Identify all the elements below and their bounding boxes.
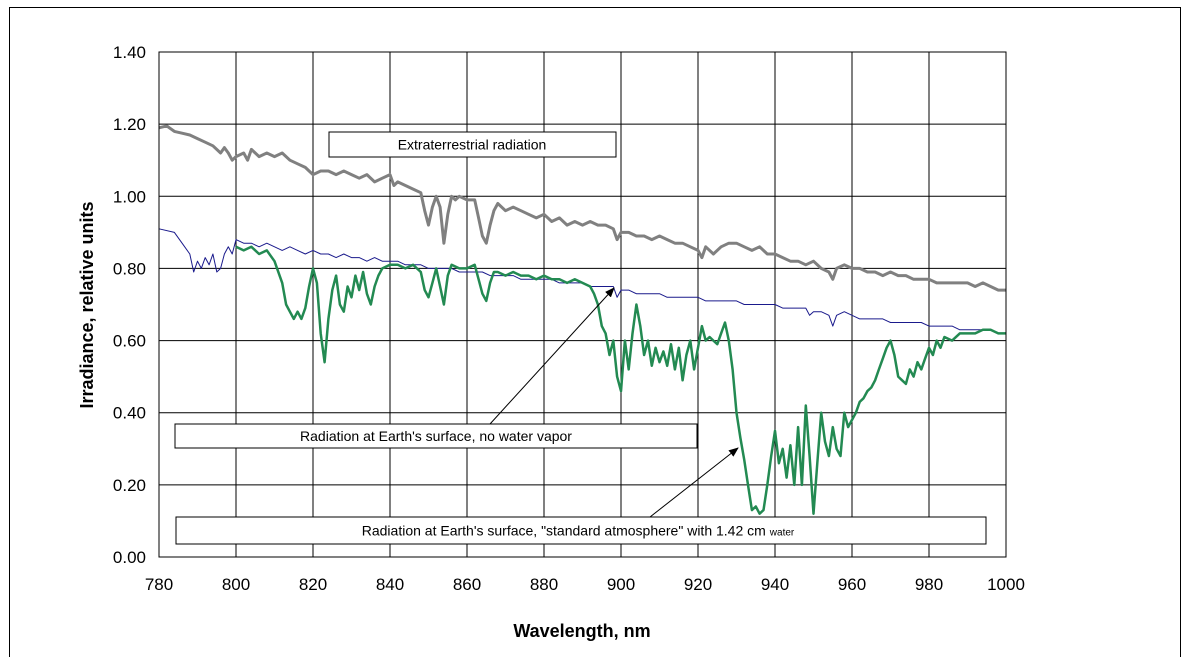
annotation-standard-atmosphere-main: Radiation at Earth's surface, "standard … bbox=[362, 523, 766, 539]
arrow-standard-atmosphere bbox=[649, 447, 739, 518]
y-axis-title: Irradiance, relative units bbox=[77, 201, 97, 408]
x-tick-label: 800 bbox=[222, 575, 250, 594]
annotation-extraterrestrial: Extraterrestrial radiation bbox=[328, 131, 617, 158]
series-layer bbox=[158, 124, 1006, 515]
x-tick-label: 880 bbox=[530, 575, 558, 594]
series-line-standard-atmosphere bbox=[235, 245, 1006, 515]
series-line-extraterrestrial bbox=[158, 124, 1006, 292]
x-tick-label: 840 bbox=[376, 575, 404, 594]
x-tick-label: 940 bbox=[761, 575, 789, 594]
x-tick-label: 780 bbox=[145, 575, 173, 594]
annotation-no-water-vapor: Radiation at Earth's surface, no water v… bbox=[174, 423, 698, 449]
x-tick-label: 900 bbox=[607, 575, 635, 594]
annotation-standard-atmosphere-sub: water bbox=[769, 528, 795, 539]
y-tick-label: 0.60 bbox=[113, 332, 146, 351]
chart-frame bbox=[9, 7, 1181, 657]
y-tick-label: 0.00 bbox=[113, 548, 146, 567]
series-line-no-water-vapor bbox=[158, 228, 1006, 334]
x-tick-label: 920 bbox=[684, 575, 712, 594]
arrow-no-water-vapor bbox=[489, 287, 615, 425]
x-tick-label: 980 bbox=[915, 575, 943, 594]
plot-area-border bbox=[158, 51, 1007, 558]
x-tick-label: 860 bbox=[453, 575, 481, 594]
y-tick-label: 0.20 bbox=[113, 476, 146, 495]
x-tick-label: 960 bbox=[838, 575, 866, 594]
y-tick-label: 0.40 bbox=[113, 404, 146, 423]
y-tick-label: 1.20 bbox=[113, 115, 146, 134]
x-tick-label: 1000 bbox=[987, 575, 1025, 594]
y-tick-labels: 0.00 0.20 0.40 0.60 0.80 1.00 1.20 1.40 bbox=[113, 43, 146, 567]
x-tick-label: 820 bbox=[299, 575, 327, 594]
x-axis-title: Wavelength, nm bbox=[513, 621, 650, 641]
annotation-standard-atmosphere-text: Radiation at Earth's surface, "standard … bbox=[362, 523, 795, 539]
y-tick-label: 1.40 bbox=[113, 43, 146, 62]
annotation-standard-atmosphere: Radiation at Earth's surface, "standard … bbox=[175, 516, 987, 545]
annotation-no-water-vapor-text: Radiation at Earth's surface, no water v… bbox=[300, 428, 572, 444]
y-tick-label: 0.80 bbox=[113, 259, 146, 278]
y-tick-label: 1.00 bbox=[113, 187, 146, 206]
x-tick-labels: 780 800 820 840 860 880 900 920 940 960 980 1000 bbox=[145, 575, 1025, 594]
annotation-extraterrestrial-text: Extraterrestrial radiation bbox=[398, 137, 547, 153]
